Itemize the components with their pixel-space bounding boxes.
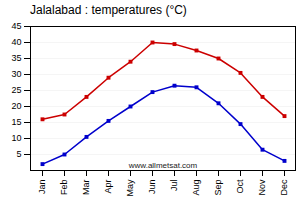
svg-text:Oct: Oct xyxy=(235,179,245,194)
svg-text:10: 10 xyxy=(11,133,21,143)
svg-text:Dec: Dec xyxy=(279,179,289,196)
svg-text:45: 45 xyxy=(11,21,21,31)
svg-text:30: 30 xyxy=(11,69,21,79)
svg-text:Jul: Jul xyxy=(169,180,179,192)
svg-text:www.allmetsat.com: www.allmetsat.com xyxy=(128,161,198,170)
svg-text:Sep: Sep xyxy=(213,180,223,196)
svg-text:25: 25 xyxy=(11,85,21,95)
svg-text:Aug: Aug xyxy=(191,180,201,196)
svg-text:Feb: Feb xyxy=(59,180,69,196)
svg-text:Jun: Jun xyxy=(147,180,157,195)
svg-text:15: 15 xyxy=(11,117,21,127)
html-text:Jalalabad : temperatures (°C): Jalalabad : temperatures (°C) xyxy=(30,3,187,17)
svg-text:Mar: Mar xyxy=(81,179,91,195)
svg-text:40: 40 xyxy=(11,37,21,47)
svg-text:Apr: Apr xyxy=(103,180,113,194)
svg-text:5: 5 xyxy=(16,149,21,159)
svg-text:May: May xyxy=(125,179,135,197)
svg-text:Nov: Nov xyxy=(257,179,267,196)
svg-text:35: 35 xyxy=(11,53,21,63)
svg-text:20: 20 xyxy=(11,101,21,111)
svg-text:Jan: Jan xyxy=(37,180,47,195)
